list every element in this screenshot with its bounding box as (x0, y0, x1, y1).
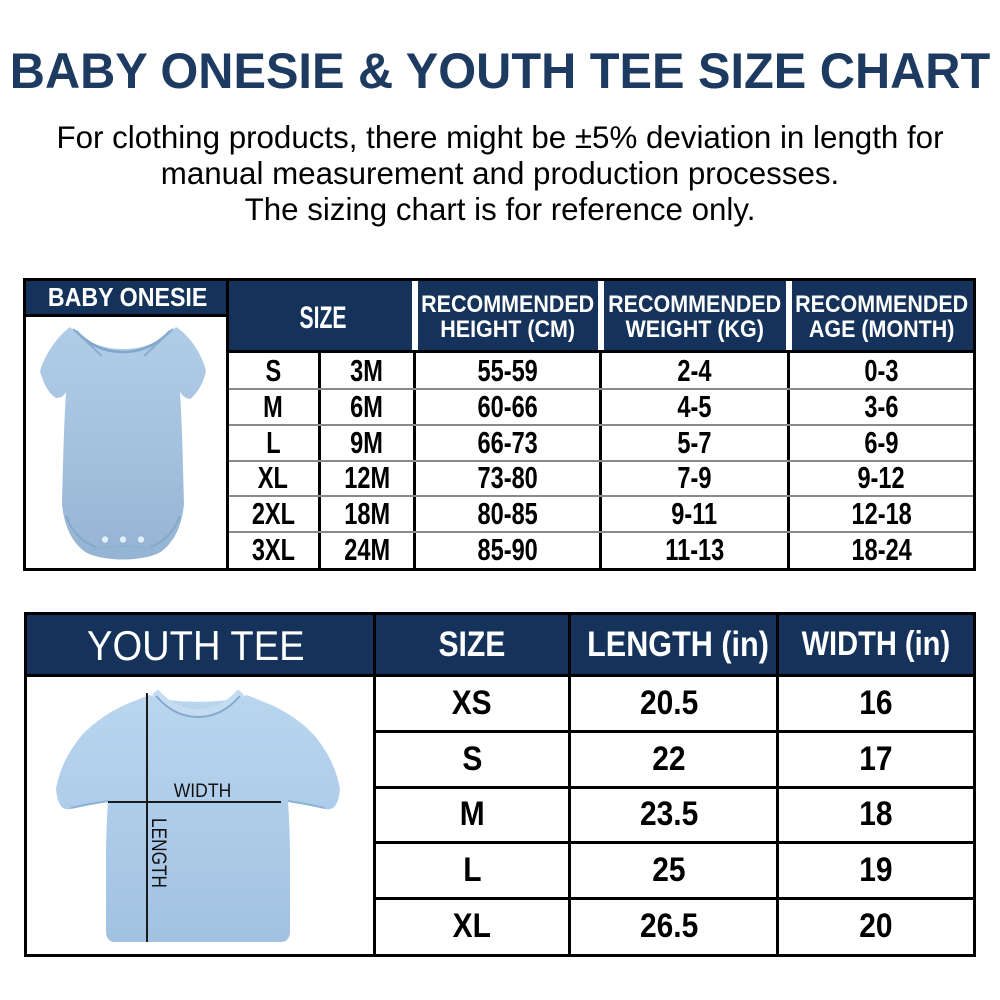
svg-text:LENGTH: LENGTH (147, 818, 170, 888)
svg-text:WIDTH: WIDTH (174, 780, 232, 802)
